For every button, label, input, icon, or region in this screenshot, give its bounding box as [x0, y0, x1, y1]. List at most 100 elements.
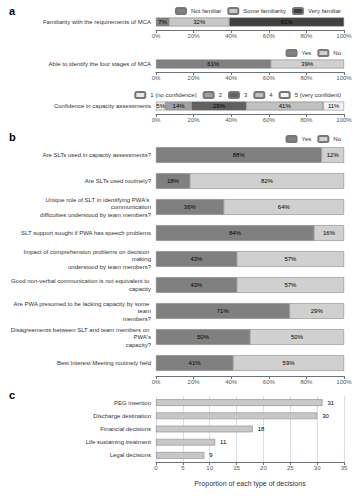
svg-text:3: 3	[244, 92, 248, 98]
svg-text:Very familiar: Very familiar	[308, 8, 341, 14]
svg-text:Best Interest Meeting routinel: Best Interest Meeting routinely held	[57, 360, 151, 366]
svg-text:making: making	[132, 256, 151, 262]
svg-text:15: 15	[233, 465, 240, 471]
svg-text:Impact of comprehension proble: Impact of comprehension problems on deci…	[24, 249, 151, 255]
svg-text:100%: 100%	[336, 379, 352, 385]
svg-text:41%: 41%	[279, 103, 292, 109]
svg-text:16%: 16%	[323, 230, 336, 236]
svg-text:80%: 80%	[300, 379, 313, 385]
svg-text:2: 2	[219, 92, 223, 98]
svg-text:1 (no confidence): 1 (no confidence)	[150, 92, 196, 98]
svg-text:5 (very confident): 5 (very confident)	[295, 92, 341, 98]
svg-text:Are SLTs used routinely?: Are SLTs used routinely?	[85, 178, 152, 184]
svg-text:71%: 71%	[217, 308, 230, 314]
svg-text:Legal decisions: Legal decisions	[110, 452, 151, 458]
svg-text:Proportion of each type of dec: Proportion of each type of decisions	[194, 480, 306, 488]
svg-text:10: 10	[206, 465, 213, 471]
svg-text:40%: 40%	[225, 33, 238, 39]
svg-text:100%: 100%	[336, 117, 352, 123]
svg-text:31: 31	[328, 400, 335, 406]
svg-text:40%: 40%	[225, 379, 238, 385]
svg-text:61%: 61%	[281, 19, 294, 25]
svg-text:60%: 60%	[263, 379, 276, 385]
svg-text:4: 4	[269, 92, 273, 98]
svg-text:20%: 20%	[188, 33, 201, 39]
svg-text:Familiarity with the requireme: Familiarity with the requirements of MCA	[43, 19, 151, 25]
svg-text:11: 11	[220, 439, 227, 445]
svg-text:Confidence in capacity assessm: Confidence in capacity assessments	[54, 103, 151, 109]
svg-text:64%: 64%	[278, 204, 291, 210]
svg-text:capacity?: capacity?	[126, 342, 152, 348]
svg-text:59%: 59%	[283, 360, 296, 366]
svg-text:29%: 29%	[213, 103, 226, 109]
svg-text:Are PWA presumed to be lacking: Are PWA presumed to be lacking capacity …	[13, 301, 151, 307]
svg-text:Life sustaining treatment: Life sustaining treatment	[86, 439, 152, 445]
svg-text:b: b	[9, 131, 16, 143]
svg-text:35: 35	[341, 465, 348, 471]
svg-text:team: team	[138, 308, 151, 314]
svg-text:Some familiarity: Some familiarity	[243, 8, 286, 14]
svg-text:capacity: capacity	[129, 286, 151, 292]
svg-text:80%: 80%	[300, 117, 313, 123]
svg-text:Not familiar: Not familiar	[191, 8, 221, 14]
svg-text:43%: 43%	[190, 256, 203, 262]
svg-text:11%: 11%	[328, 103, 340, 109]
svg-text:c: c	[9, 389, 15, 401]
svg-text:0%: 0%	[152, 33, 161, 39]
svg-text:No: No	[333, 50, 341, 56]
svg-text:43%: 43%	[190, 282, 203, 288]
svg-text:difficulties understood by tea: difficulties understood by team members?	[40, 212, 152, 218]
svg-text:29%: 29%	[311, 308, 324, 314]
svg-text:30: 30	[314, 465, 321, 471]
svg-text:Financial decisions: Financial decisions	[100, 426, 151, 432]
svg-text:57%: 57%	[284, 256, 297, 262]
svg-text:30: 30	[322, 413, 329, 419]
svg-text:0%: 0%	[152, 75, 161, 81]
svg-text:32%: 32%	[193, 19, 206, 25]
svg-text:a: a	[9, 5, 16, 17]
svg-text:No: No	[333, 136, 341, 142]
svg-text:60%: 60%	[263, 33, 276, 39]
svg-text:60%: 60%	[263, 75, 276, 81]
svg-text:0%: 0%	[152, 117, 161, 123]
svg-text:39%: 39%	[301, 61, 314, 67]
svg-text:PEG insertion: PEG insertion	[114, 400, 151, 406]
svg-text:100%: 100%	[336, 33, 352, 39]
svg-text:5: 5	[181, 465, 185, 471]
svg-text:communication: communication	[111, 204, 151, 210]
svg-text:100%: 100%	[336, 75, 352, 81]
svg-text:12%: 12%	[327, 152, 340, 158]
svg-text:60%: 60%	[263, 117, 276, 123]
svg-text:Disagreements between SLT and: Disagreements between SLT and team membe…	[11, 327, 151, 333]
svg-text:Able to identify the four stag: Able to identify the four stages of MCA	[49, 61, 151, 67]
svg-text:members?: members?	[123, 316, 152, 322]
svg-text:7%: 7%	[158, 19, 167, 25]
svg-text:84%: 84%	[229, 230, 242, 236]
svg-text:5%: 5%	[156, 103, 165, 109]
svg-text:0: 0	[154, 465, 158, 471]
svg-text:20: 20	[260, 465, 267, 471]
svg-text:36%: 36%	[184, 204, 197, 210]
svg-text:88%: 88%	[233, 152, 246, 158]
svg-text:40%: 40%	[225, 117, 238, 123]
svg-text:9: 9	[209, 452, 213, 458]
svg-text:50%: 50%	[291, 334, 304, 340]
svg-text:40%: 40%	[225, 75, 238, 81]
svg-text:20%: 20%	[188, 117, 201, 123]
svg-text:25: 25	[287, 465, 294, 471]
svg-text:SLT support sought if PWA has: SLT support sought if PWA has speech pro…	[21, 230, 151, 236]
svg-text:80%: 80%	[300, 33, 313, 39]
svg-text:20%: 20%	[188, 379, 201, 385]
svg-text:Yes: Yes	[302, 50, 312, 56]
svg-text:18%: 18%	[167, 178, 180, 184]
svg-text:Are SLTs used in capacity asse: Are SLTs used in capacity assessments?	[42, 152, 151, 158]
svg-text:PWA's: PWA's	[133, 334, 151, 340]
svg-text:20%: 20%	[188, 75, 201, 81]
svg-text:Unique role of SLT in identify: Unique role of SLT in identifying PWA's	[46, 197, 151, 203]
svg-text:57%: 57%	[284, 282, 297, 288]
svg-text:Good non-verbal communication: Good non-verbal communication is not equ…	[11, 278, 151, 284]
svg-text:0%: 0%	[152, 379, 161, 385]
svg-text:14%: 14%	[173, 103, 186, 109]
svg-text:61%: 61%	[207, 61, 220, 67]
svg-text:80%: 80%	[300, 75, 313, 81]
